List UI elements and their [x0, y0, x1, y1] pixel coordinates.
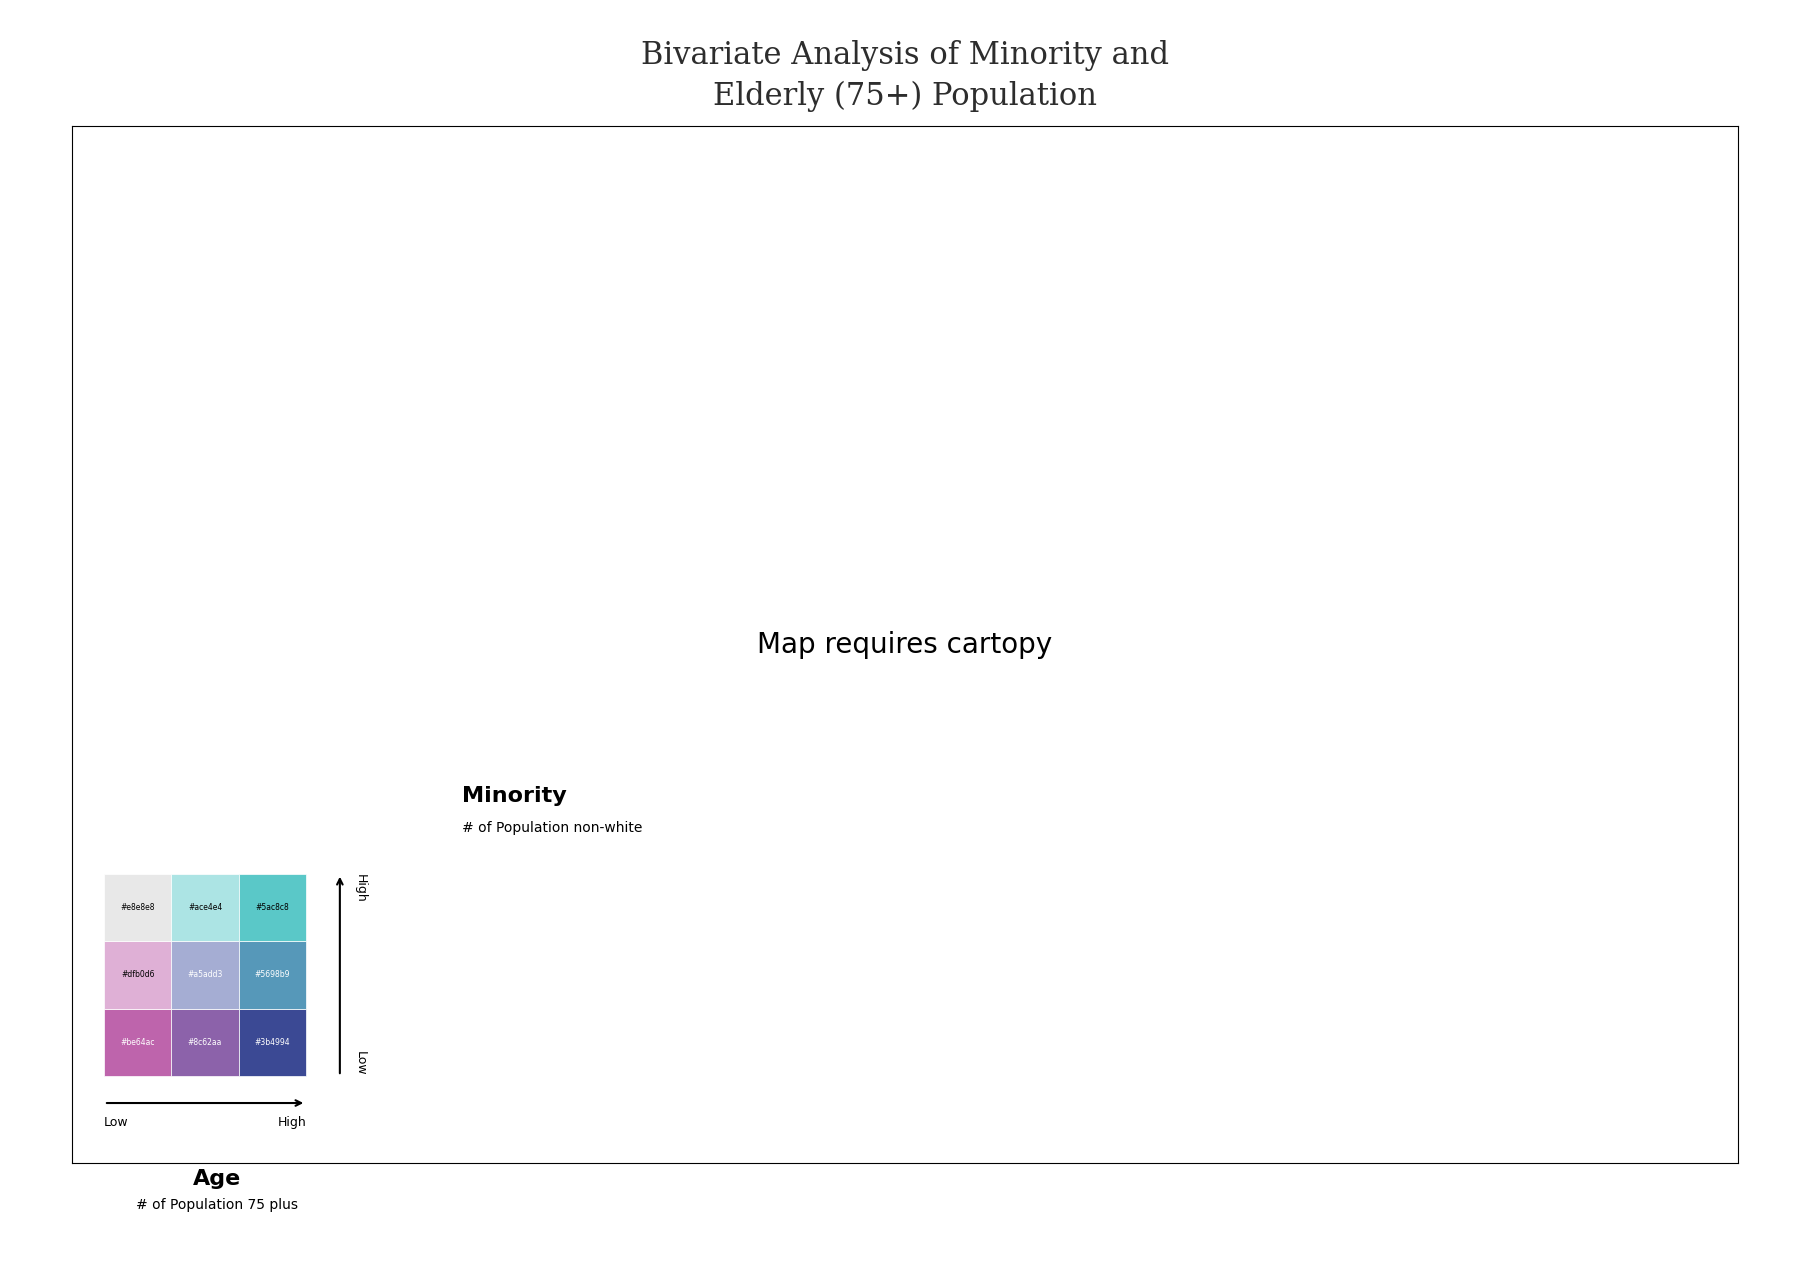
Text: # of Population 75 plus: # of Population 75 plus	[136, 1198, 299, 1212]
Text: Bivariate Analysis of Minority and
Elderly (75+) Population: Bivariate Analysis of Minority and Elder…	[641, 40, 1169, 111]
Bar	[172, 1009, 239, 1076]
Text: High: High	[277, 1116, 306, 1130]
Text: #5698b9: #5698b9	[255, 971, 290, 980]
Text: #ace4e4: #ace4e4	[188, 902, 223, 913]
Text: #be64ac: #be64ac	[121, 1038, 156, 1047]
Bar	[103, 873, 172, 942]
Text: #a5add3: #a5add3	[188, 971, 223, 980]
Text: Low: Low	[103, 1116, 129, 1130]
Text: Minority: Minority	[462, 786, 567, 806]
Text: #dfb0d6: #dfb0d6	[121, 971, 154, 980]
Bar	[172, 942, 239, 1009]
Text: Map requires cartopy: Map requires cartopy	[757, 631, 1053, 659]
Bar	[103, 1009, 172, 1076]
Text: #8c62aa: #8c62aa	[188, 1038, 223, 1047]
Text: #5ac8c8: #5ac8c8	[255, 902, 290, 913]
Text: High: High	[353, 873, 366, 902]
Text: # of Population non-white: # of Population non-white	[462, 820, 643, 836]
Text: #e8e8e8: #e8e8e8	[121, 902, 156, 913]
Bar	[103, 942, 172, 1009]
Bar	[239, 873, 306, 942]
Bar	[239, 942, 306, 1009]
Bar	[239, 1009, 306, 1076]
Text: #3b4994: #3b4994	[255, 1038, 290, 1047]
Text: Age: Age	[194, 1169, 241, 1189]
Text: Low: Low	[353, 1052, 366, 1076]
Bar	[172, 873, 239, 942]
